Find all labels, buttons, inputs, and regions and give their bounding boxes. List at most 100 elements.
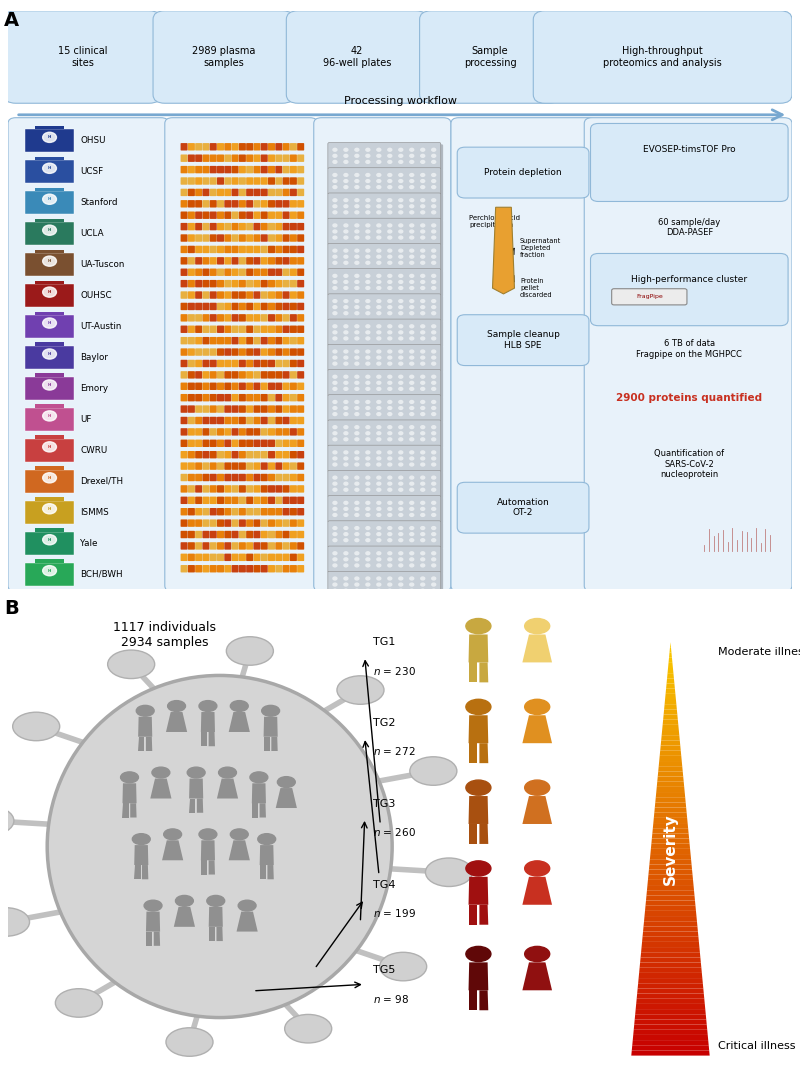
Polygon shape: [259, 804, 266, 818]
FancyBboxPatch shape: [297, 234, 304, 242]
FancyBboxPatch shape: [239, 143, 246, 150]
FancyBboxPatch shape: [231, 222, 238, 230]
Text: $n$ = 230: $n$ = 230: [373, 664, 415, 677]
Circle shape: [366, 299, 370, 302]
Circle shape: [377, 552, 381, 555]
Circle shape: [421, 362, 425, 365]
Circle shape: [333, 552, 337, 555]
Polygon shape: [632, 1040, 709, 1045]
Circle shape: [399, 306, 402, 309]
Circle shape: [333, 161, 337, 163]
FancyBboxPatch shape: [224, 302, 231, 310]
FancyBboxPatch shape: [224, 246, 231, 253]
Circle shape: [344, 174, 348, 176]
Circle shape: [344, 437, 348, 441]
Text: 2900 proteins quantified: 2900 proteins quantified: [616, 393, 762, 403]
FancyBboxPatch shape: [188, 177, 195, 185]
FancyBboxPatch shape: [246, 382, 253, 390]
FancyBboxPatch shape: [181, 166, 188, 173]
Circle shape: [388, 513, 392, 516]
FancyBboxPatch shape: [261, 542, 268, 550]
Polygon shape: [154, 932, 160, 946]
FancyBboxPatch shape: [231, 462, 238, 470]
FancyBboxPatch shape: [282, 451, 290, 458]
Circle shape: [432, 388, 436, 390]
Circle shape: [377, 174, 381, 176]
Circle shape: [344, 325, 348, 327]
FancyBboxPatch shape: [217, 372, 224, 379]
Circle shape: [399, 388, 402, 390]
Circle shape: [355, 362, 359, 365]
FancyBboxPatch shape: [330, 548, 443, 575]
FancyBboxPatch shape: [268, 417, 275, 424]
Text: Moderate illness: Moderate illness: [718, 647, 800, 657]
FancyBboxPatch shape: [290, 302, 297, 310]
FancyBboxPatch shape: [254, 440, 261, 447]
Circle shape: [432, 205, 436, 207]
FancyBboxPatch shape: [210, 222, 217, 230]
FancyBboxPatch shape: [195, 314, 202, 322]
Circle shape: [410, 437, 414, 441]
Circle shape: [333, 401, 337, 404]
Polygon shape: [229, 712, 250, 732]
FancyBboxPatch shape: [188, 246, 195, 253]
Circle shape: [399, 362, 402, 365]
Circle shape: [421, 330, 425, 334]
Circle shape: [421, 564, 425, 567]
Circle shape: [42, 566, 57, 576]
Circle shape: [377, 154, 381, 158]
Circle shape: [388, 237, 392, 239]
Circle shape: [388, 463, 392, 465]
FancyBboxPatch shape: [268, 394, 275, 402]
FancyBboxPatch shape: [195, 394, 202, 402]
FancyBboxPatch shape: [231, 519, 238, 527]
FancyBboxPatch shape: [231, 292, 238, 299]
Circle shape: [333, 513, 337, 516]
Polygon shape: [636, 999, 705, 1004]
Polygon shape: [522, 715, 552, 743]
Circle shape: [42, 380, 57, 390]
Circle shape: [355, 281, 359, 283]
Circle shape: [388, 451, 392, 454]
FancyBboxPatch shape: [261, 372, 268, 379]
FancyBboxPatch shape: [35, 435, 64, 438]
Circle shape: [344, 527, 348, 529]
Polygon shape: [646, 895, 695, 901]
Circle shape: [333, 583, 337, 586]
FancyBboxPatch shape: [297, 405, 304, 413]
Circle shape: [333, 558, 337, 561]
Circle shape: [377, 230, 381, 233]
FancyBboxPatch shape: [254, 246, 261, 253]
FancyBboxPatch shape: [181, 269, 188, 276]
FancyBboxPatch shape: [217, 530, 224, 538]
Polygon shape: [631, 1051, 710, 1055]
Circle shape: [432, 558, 436, 561]
FancyBboxPatch shape: [202, 166, 210, 173]
Circle shape: [432, 281, 436, 283]
Polygon shape: [649, 869, 693, 875]
FancyBboxPatch shape: [282, 440, 290, 447]
Circle shape: [388, 413, 392, 416]
Circle shape: [366, 488, 370, 491]
FancyBboxPatch shape: [217, 485, 224, 492]
FancyBboxPatch shape: [330, 498, 443, 524]
FancyBboxPatch shape: [282, 143, 290, 150]
Circle shape: [355, 432, 359, 434]
Circle shape: [410, 306, 414, 309]
Text: B: B: [4, 599, 19, 619]
Circle shape: [344, 237, 348, 239]
FancyBboxPatch shape: [231, 485, 238, 492]
FancyBboxPatch shape: [8, 118, 169, 592]
FancyBboxPatch shape: [195, 485, 202, 492]
Circle shape: [432, 488, 436, 491]
FancyBboxPatch shape: [239, 542, 246, 550]
Circle shape: [399, 413, 402, 416]
FancyBboxPatch shape: [261, 462, 268, 470]
FancyBboxPatch shape: [202, 292, 210, 299]
Circle shape: [55, 988, 102, 1017]
Circle shape: [42, 349, 57, 359]
Circle shape: [410, 281, 414, 283]
Polygon shape: [665, 699, 676, 704]
Circle shape: [199, 701, 217, 712]
Circle shape: [344, 558, 348, 561]
